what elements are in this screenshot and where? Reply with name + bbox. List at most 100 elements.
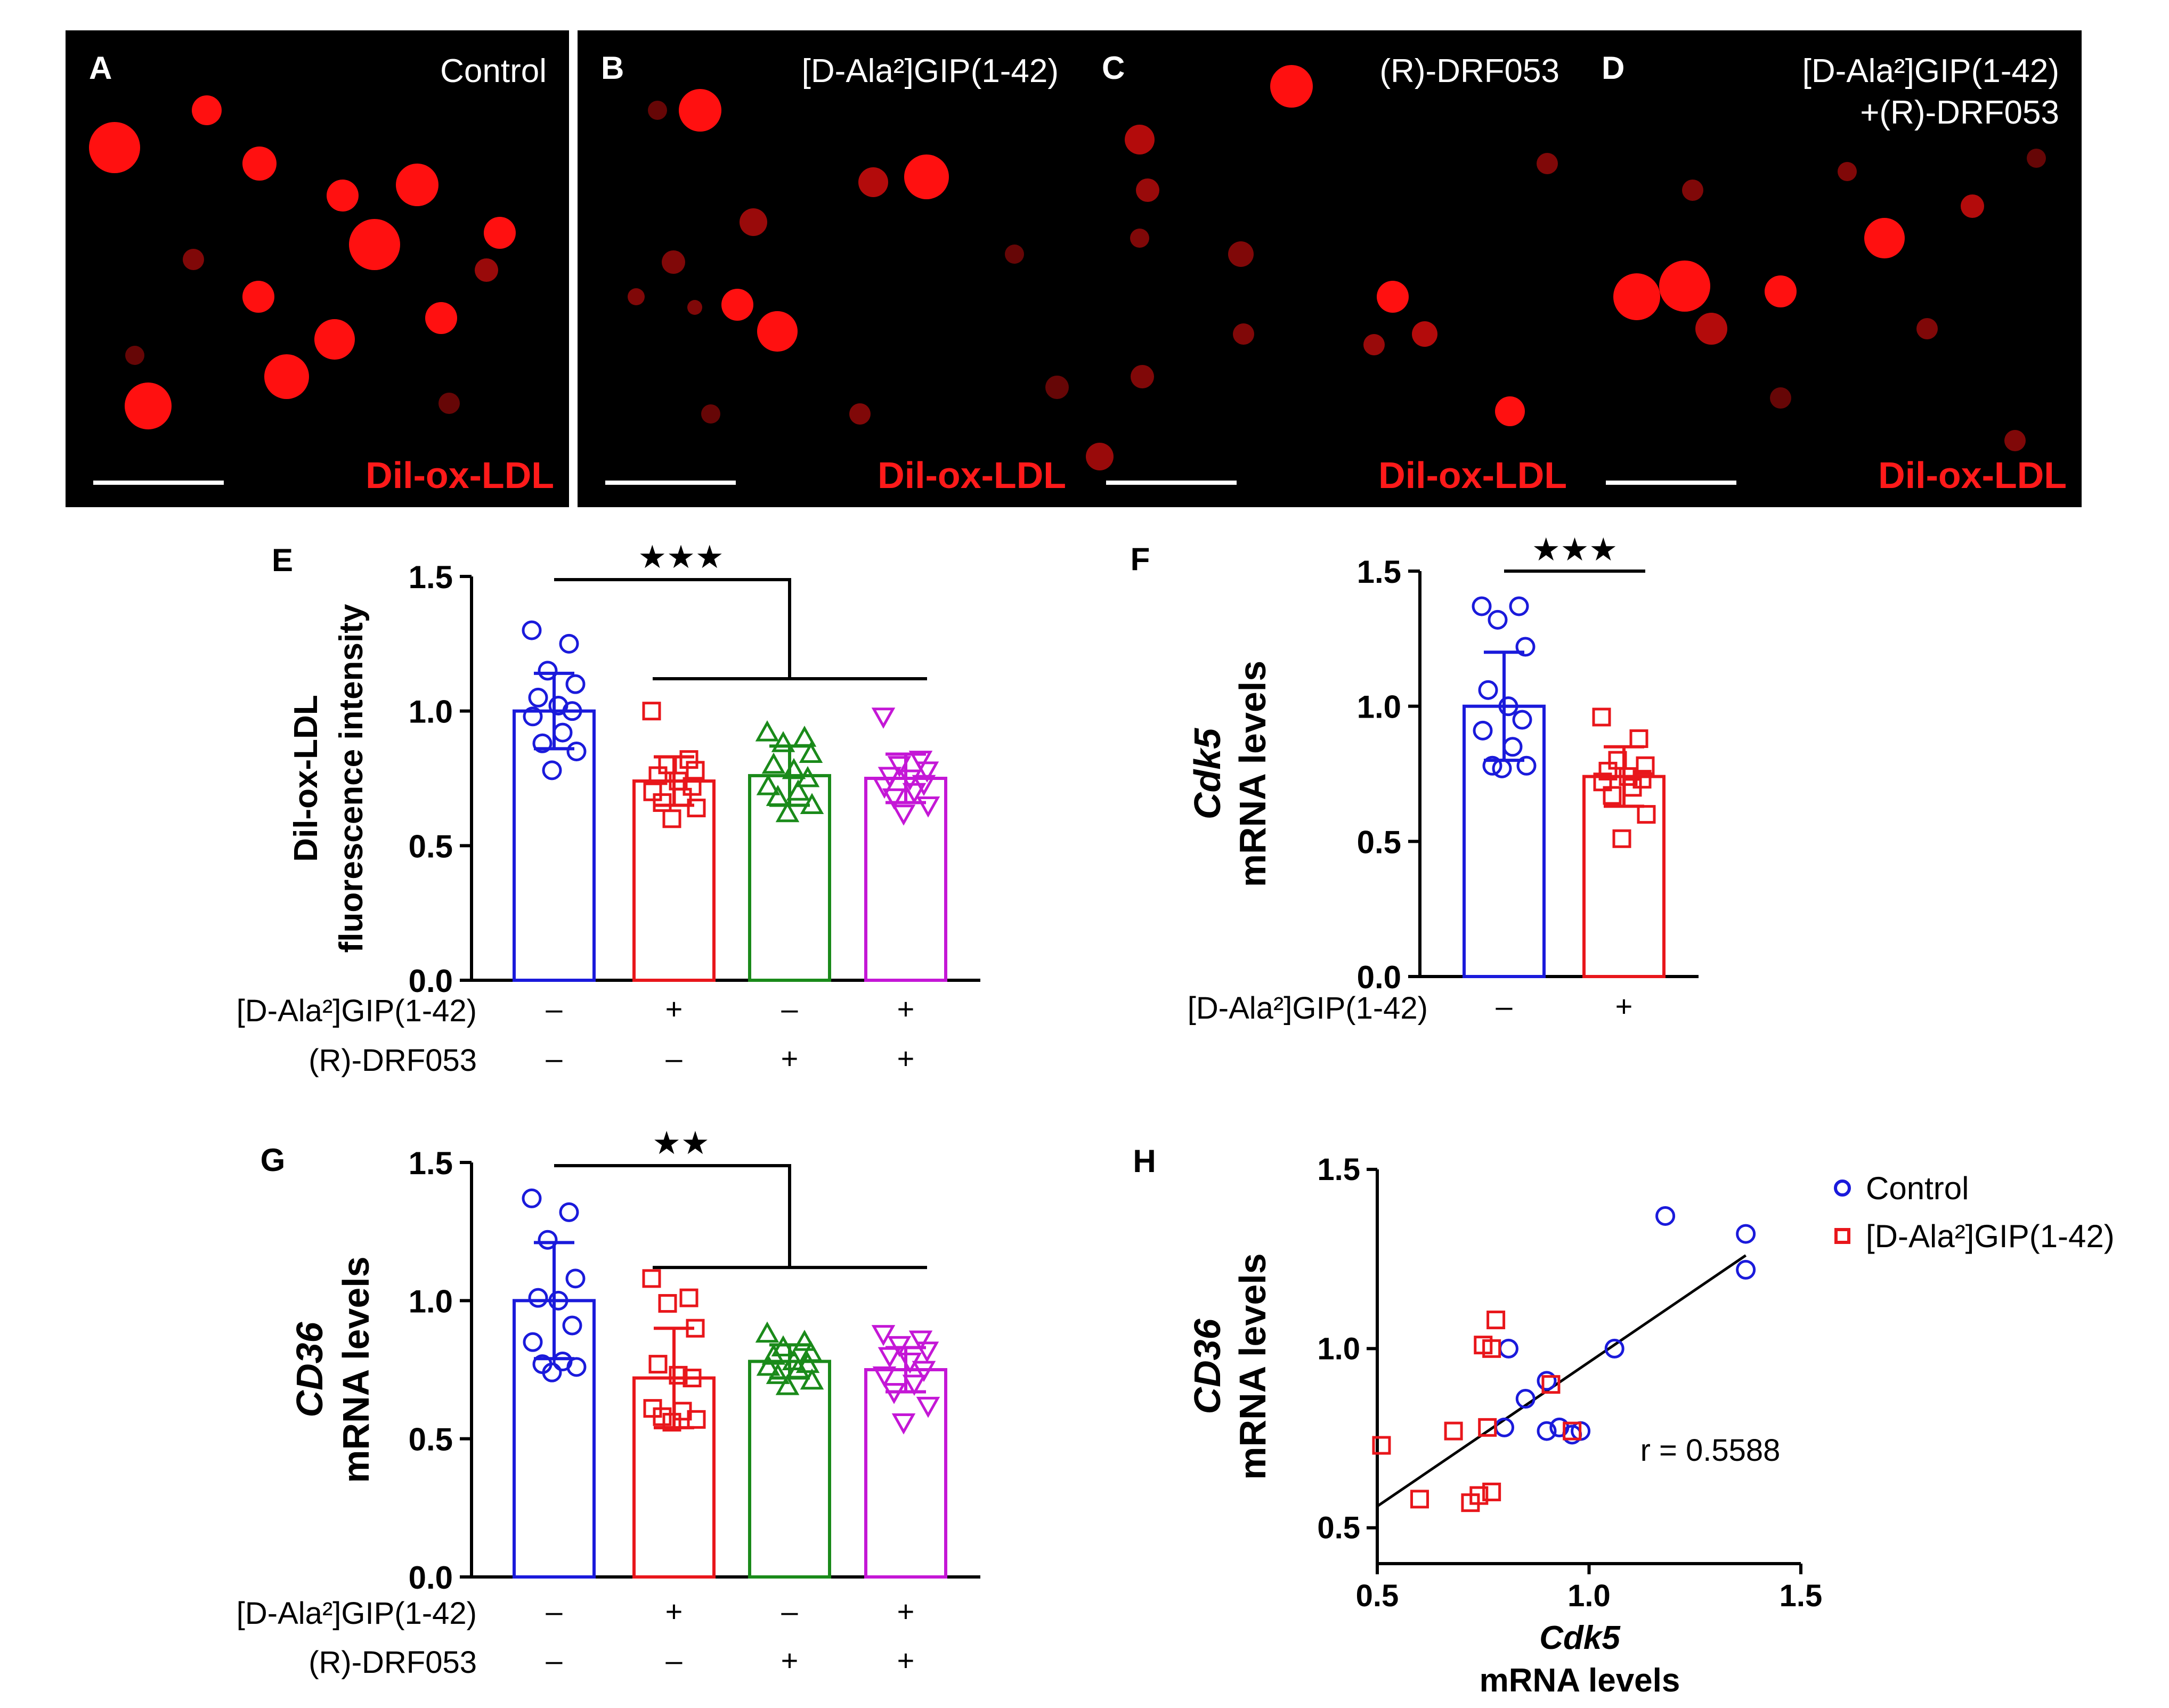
legend-h: Control [D-Ala²]GIP(1-42): [1832, 1164, 2115, 1260]
stain-label-c: Dil-ox-LDL: [1378, 454, 1567, 496]
data-point: [523, 706, 543, 727]
panel-letter-d: D: [1602, 50, 1625, 86]
panel-title-d: [D-Ala²]GIP(1-42) +(R)-DRF053: [1802, 51, 2059, 133]
data-point: [642, 1269, 661, 1288]
data-point: [538, 661, 558, 681]
data-point: [1478, 1418, 1497, 1437]
data-point: [1502, 737, 1523, 757]
data-point: [1619, 767, 1638, 786]
scale-bar-b: [605, 481, 736, 485]
data-point: [1537, 1371, 1557, 1391]
condition-sign: +: [781, 1042, 799, 1075]
data-point: [916, 796, 940, 818]
data-point: [755, 1321, 779, 1343]
bar-group-2: [748, 720, 831, 982]
data-point: [653, 793, 672, 812]
condition-label: (R)-DRF053: [308, 1645, 477, 1680]
data-point: [559, 633, 579, 654]
bar-group-3: [864, 707, 947, 982]
data-point: [915, 1341, 939, 1363]
micrograph-panel-a: A Control Dil-ox-LDL: [66, 30, 569, 507]
x-tick-label: 0.5: [1356, 1579, 1399, 1613]
data-point: [1444, 1421, 1463, 1441]
data-point: [1608, 751, 1627, 770]
micrograph-panel-c: C (R)-DRF053 Dil-ox-LDL: [1078, 30, 1582, 507]
data-point: [1515, 637, 1536, 657]
regression-line: [1376, 1254, 1747, 1508]
data-point: [786, 779, 810, 801]
data-point: [800, 1368, 824, 1390]
data-point: [775, 1374, 800, 1395]
data-point: [908, 1330, 933, 1352]
legend-label-gip: [D-Ala²]GIP(1-42): [1866, 1218, 2115, 1254]
data-point: [1655, 1206, 1676, 1226]
data-point: [771, 731, 795, 752]
data-point: [542, 760, 562, 780]
panel-title-c: (R)-DRF053: [1379, 53, 1559, 90]
y-axis-label-gene: CD36: [289, 1321, 330, 1417]
data-point: [522, 1188, 542, 1208]
data-point: [673, 787, 692, 807]
data-point: [887, 1336, 912, 1357]
y-tick-label: 0.5: [1357, 824, 1401, 860]
y-axis-label-line1: Dil-ox-LDL: [288, 695, 324, 861]
significance-bracket: [554, 1164, 791, 1268]
condition-label: [D-Ala²]GIP(1-42): [1188, 991, 1428, 1026]
data-point: [878, 767, 902, 788]
stain-label-d: Dil-ox-LDL: [1878, 454, 2067, 496]
data-point: [912, 1361, 936, 1382]
data-point: [1469, 1486, 1489, 1505]
data-point: [1498, 1338, 1518, 1359]
data-point: [915, 761, 939, 783]
condition-sign: –: [665, 1644, 683, 1677]
data-point: [882, 1382, 906, 1404]
micrograph-a-image: [89, 95, 516, 429]
significance-stars: ★★★: [638, 539, 724, 575]
data-point: [1492, 758, 1512, 778]
data-point: [1494, 1417, 1514, 1437]
micrograph-d-image: [1613, 149, 2046, 451]
data-point: [565, 1268, 586, 1289]
scatter-series-1: [1372, 1311, 1582, 1512]
y-axis-label-rest: mRNA levels: [335, 1256, 377, 1483]
correlation-annotation: r = 0.5588: [1640, 1433, 1781, 1468]
bar: [864, 777, 947, 982]
data-point: [756, 774, 781, 795]
data-point: [1541, 1375, 1561, 1394]
micrograph-panel-b: B [D-Ala²]GIP(1-42) Dil-ox-LDL: [578, 30, 1081, 507]
bar-group-0: [513, 620, 596, 982]
y-tick-label: 0.0: [409, 1560, 453, 1596]
data-point: [1372, 1436, 1391, 1455]
significance-stars: ★★: [652, 1125, 710, 1161]
data-point: [679, 750, 698, 769]
data-point: [1482, 755, 1502, 776]
data-point: [1473, 720, 1493, 741]
data-point: [800, 793, 824, 815]
data-point: [872, 1366, 897, 1388]
data-point: [538, 1230, 558, 1250]
data-point: [658, 755, 677, 775]
data-point: [1612, 829, 1631, 848]
y-tick-label: 1.5: [1357, 554, 1401, 590]
data-point: [766, 785, 790, 806]
data-point: [562, 1315, 582, 1336]
micrograph-c-image: [1086, 65, 1558, 470]
data-point: [1478, 680, 1498, 700]
condition-sign: –: [781, 1595, 798, 1628]
data-point: [766, 1363, 790, 1384]
data-point: [653, 1407, 672, 1426]
stain-label-a: Dil-ox-LDL: [365, 454, 554, 496]
data-point: [795, 766, 820, 787]
panel-title-b: [D-Ala²]GIP(1-42): [801, 53, 1059, 90]
data-point: [658, 1294, 677, 1313]
legend-label-control: Control: [1866, 1170, 1969, 1206]
scale-bar-a: [93, 481, 224, 485]
square-marker-icon: [1834, 1228, 1850, 1244]
data-point: [786, 1357, 810, 1379]
chart-G: G 0.0 0.5 1.0 1.5 CD36 mRNA levels ★★ [D-Ala²]GI…: [237, 1125, 980, 1680]
data-point: [532, 733, 553, 753]
data-point: [761, 752, 786, 774]
micrograph-panel-d: D [D-Ala²]GIP(1-42) +(R)-DRF053 Dil-ox-L…: [1578, 30, 2082, 507]
